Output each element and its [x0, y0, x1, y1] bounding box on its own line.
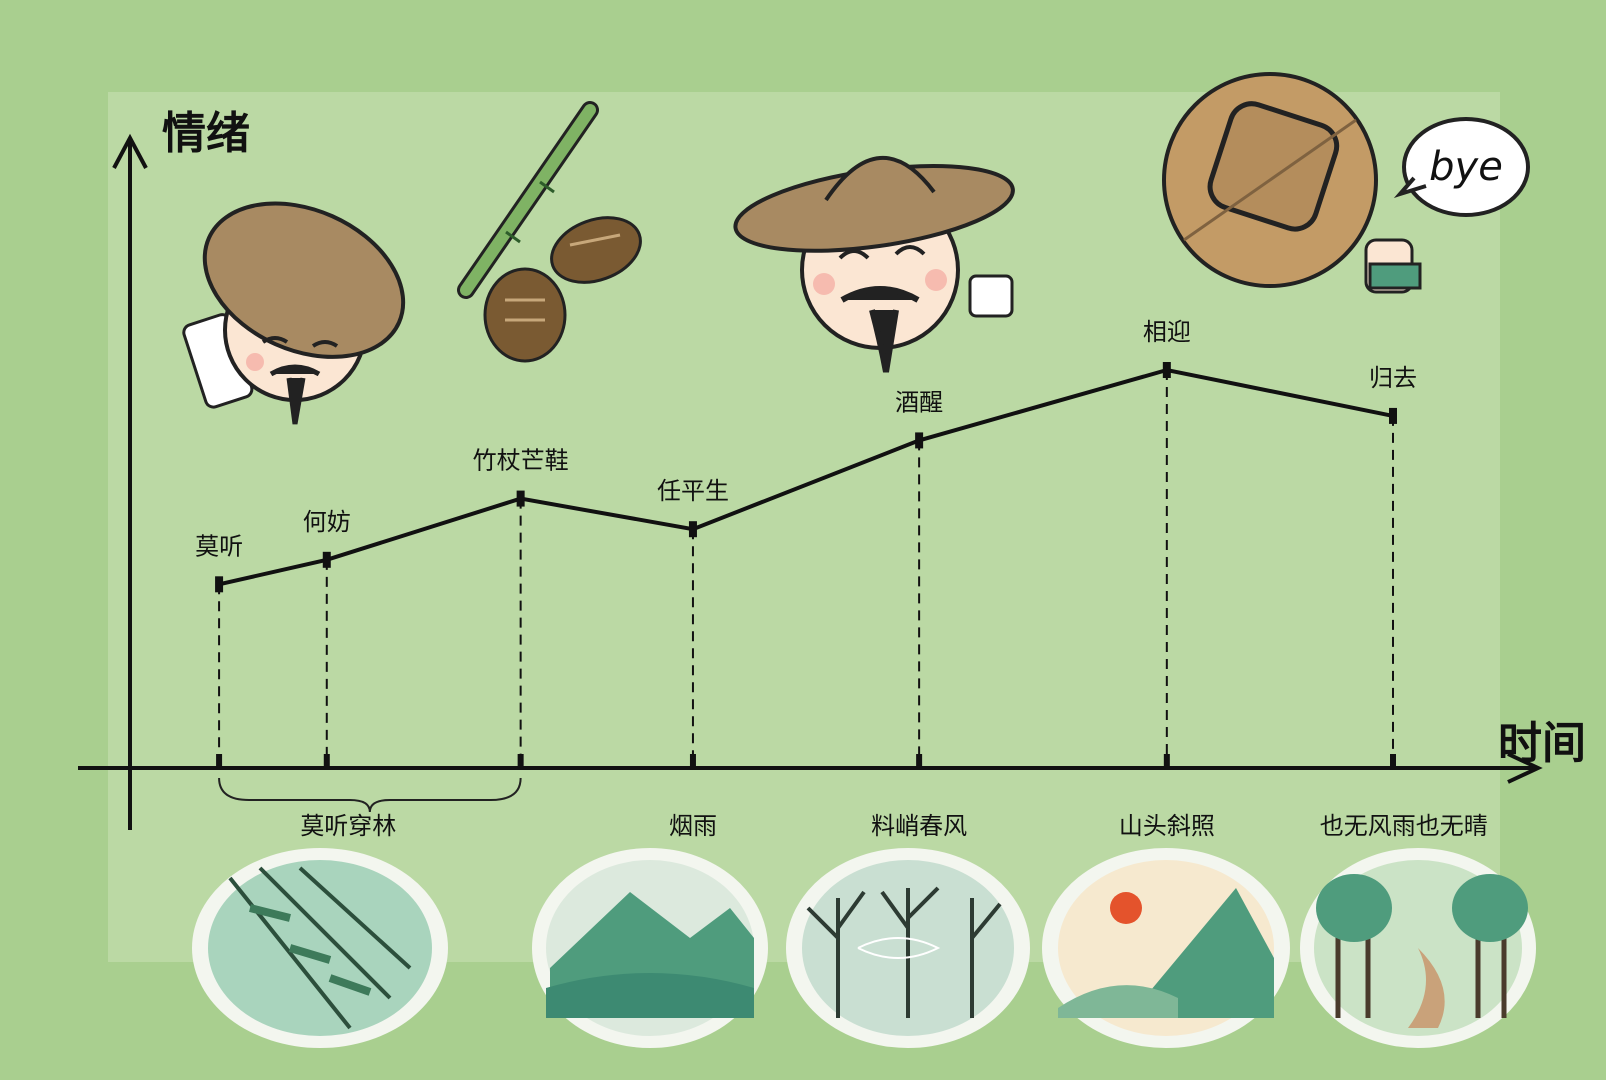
sunset-mountain-scene	[1042, 848, 1290, 1048]
y-axis-arrow-icon	[112, 133, 148, 169]
x-tick	[216, 754, 223, 768]
point-label: 归去	[1369, 364, 1417, 392]
data-point	[215, 576, 224, 593]
misty-mountain-scene	[532, 848, 768, 1048]
data-point	[915, 432, 924, 449]
point-label: 相迎	[1143, 318, 1191, 346]
x-axis-arrow-icon	[1507, 752, 1543, 784]
x-axis-title: 时间	[1498, 718, 1586, 769]
point-label: 竹杖芒鞋	[473, 447, 569, 475]
category-label: 烟雨	[669, 812, 717, 840]
x-tick	[1390, 754, 1396, 768]
point-label: 莫听	[195, 532, 243, 560]
point-label: 酒醒	[895, 388, 943, 416]
bamboo-rain-scene	[192, 848, 448, 1048]
data-point	[516, 490, 525, 507]
category-label: 莫听穿林	[300, 812, 396, 840]
category-brace	[218, 777, 522, 813]
data-point	[688, 521, 697, 538]
speech-text: bye	[1429, 144, 1503, 190]
data-point	[1389, 407, 1397, 424]
category-label: 山头斜照	[1119, 812, 1215, 840]
point-label: 何妨	[303, 508, 351, 536]
y-axis-title: 情绪	[162, 108, 250, 159]
laughing-scholar-icon	[733, 155, 1015, 373]
speech-bubble: bye	[1393, 117, 1530, 217]
x-tick	[323, 754, 330, 768]
straw-sandals-icon	[483, 216, 642, 363]
x-tick	[916, 754, 923, 768]
x-tick	[1163, 754, 1170, 768]
emotion-line	[218, 367, 1394, 587]
bamboo-staff-icon	[457, 101, 599, 299]
x-tick	[517, 754, 524, 768]
data-point	[1162, 362, 1171, 378]
x-tick	[689, 754, 696, 768]
category-label: 料峭春风	[871, 812, 967, 840]
forest-path-scene	[1300, 848, 1536, 1048]
point-label: 任平生	[657, 477, 729, 505]
category-label: 也无风雨也无晴	[1320, 812, 1488, 840]
departing-scholar-icon	[1162, 72, 1422, 294]
data-point	[322, 551, 331, 568]
scholar-writing-icon	[182, 201, 406, 425]
bare-trees-wind-scene	[786, 848, 1030, 1048]
